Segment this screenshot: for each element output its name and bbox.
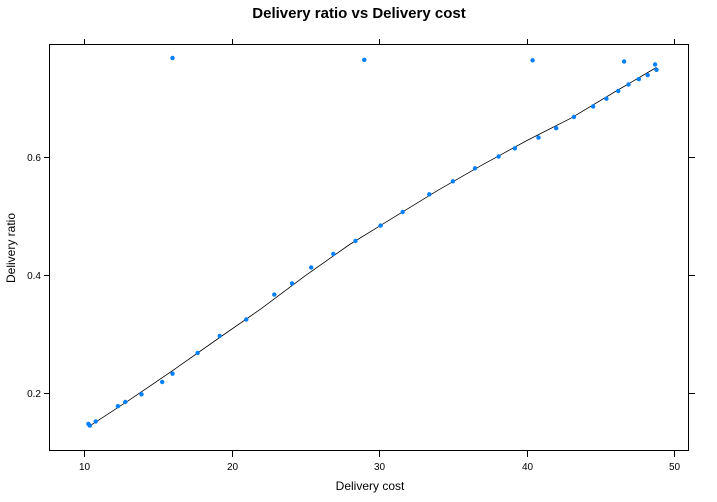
x-tick-label: 10 xyxy=(79,462,91,473)
chart-title: Delivery ratio vs Delivery cost xyxy=(252,5,465,22)
y-tick-label: 0.2 xyxy=(27,389,41,400)
data-point xyxy=(554,126,559,131)
data-point xyxy=(87,423,93,428)
data-point xyxy=(378,223,383,228)
data-point xyxy=(512,146,518,151)
data-point xyxy=(496,154,501,159)
x-tick-label: 40 xyxy=(522,462,534,473)
x-tick-label: 20 xyxy=(227,462,239,473)
y-tick-label: 0.6 xyxy=(27,153,41,164)
data-point xyxy=(654,67,659,73)
data-point xyxy=(160,379,165,385)
data-point xyxy=(652,62,658,67)
data-point xyxy=(289,281,295,286)
data-point xyxy=(362,57,367,62)
data-point xyxy=(621,59,627,64)
data-point xyxy=(309,265,314,270)
fit-line-layer xyxy=(88,67,657,428)
y-axis-label: Delivery ratio xyxy=(4,213,18,283)
data-point xyxy=(571,114,577,120)
x-tick-label: 50 xyxy=(669,462,681,473)
data-point xyxy=(353,238,358,244)
data-point xyxy=(195,350,200,356)
data-point xyxy=(170,371,175,376)
data-point xyxy=(115,404,121,409)
y-tick-label: 0.4 xyxy=(27,271,41,282)
data-point xyxy=(139,392,144,397)
data-point xyxy=(400,209,405,215)
axis-ticks: 10 20 30 40 50 0.2 0.4 0.6 xyxy=(27,39,695,473)
data-point xyxy=(472,166,478,171)
data-point xyxy=(604,96,609,101)
data-point xyxy=(217,333,222,339)
data-point xyxy=(530,58,535,63)
data-point xyxy=(123,399,128,405)
data-points xyxy=(86,55,659,428)
data-point xyxy=(244,317,249,322)
data-point xyxy=(450,179,456,184)
data-point xyxy=(636,77,641,82)
x-axis-label: Delivery cost xyxy=(336,479,405,493)
fit-line xyxy=(88,67,657,428)
data-point xyxy=(645,72,650,78)
plot-frame xyxy=(49,44,689,451)
data-point xyxy=(93,419,98,424)
data-point xyxy=(170,55,175,61)
data-point xyxy=(536,135,541,140)
data-point xyxy=(590,104,596,109)
data-point xyxy=(427,192,432,197)
data-point xyxy=(331,251,336,257)
data-point xyxy=(626,82,631,87)
data-point xyxy=(616,88,621,94)
x-tick-label: 30 xyxy=(374,462,386,473)
data-point xyxy=(272,292,277,297)
